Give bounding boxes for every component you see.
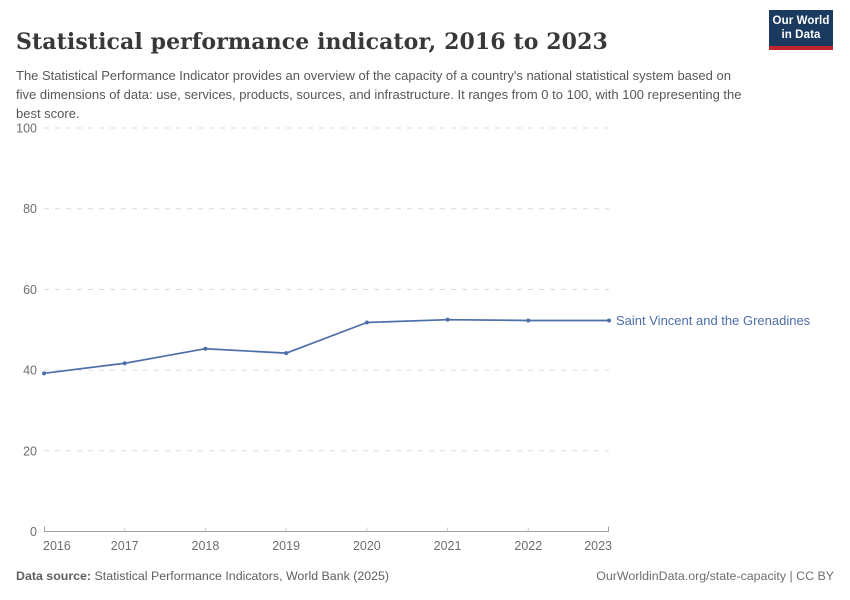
x-tick-label: 2019	[272, 539, 300, 553]
owid-logo-line1: Our World	[772, 15, 830, 27]
credit-link[interactable]: OurWorldinData.org/state-capacity | CC B…	[596, 569, 834, 583]
data-point[interactable]	[203, 346, 208, 351]
data-point[interactable]	[607, 318, 611, 323]
data-point[interactable]	[526, 318, 531, 323]
data-point[interactable]	[284, 351, 289, 356]
owid-logo-line2: in Data	[781, 28, 821, 41]
x-tick-label: 2022	[514, 539, 542, 553]
y-tick-label: 60	[23, 283, 37, 297]
y-tick-label: 100	[16, 122, 37, 136]
data-point[interactable]	[445, 317, 450, 322]
series-label[interactable]: Saint Vincent and the Grenadines	[616, 313, 811, 328]
x-tick-label: 2020	[353, 539, 381, 553]
y-tick-label: 0	[30, 525, 37, 539]
chart-subtitle: The Statistical Performance Indicator pr…	[16, 68, 742, 121]
chart-title: Statistical performance indicator, 2016 …	[16, 28, 608, 55]
data-point[interactable]	[42, 371, 46, 376]
owid-logo[interactable]: Our World in Data	[769, 10, 833, 50]
data-source-text: Statistical Performance Indicators, Worl…	[94, 569, 390, 583]
x-tick-label: 2021	[434, 539, 462, 553]
y-tick-label: 80	[23, 202, 37, 216]
y-tick-label: 40	[23, 364, 37, 378]
data-point[interactable]	[122, 361, 127, 366]
data-source-label: Data source:	[16, 569, 92, 583]
x-tick-label: 2018	[192, 539, 220, 553]
series-line	[43, 318, 609, 375]
x-tick-label: 2017	[111, 539, 139, 553]
data-source: Data source: Statistical Performance Ind…	[16, 569, 389, 584]
x-tick-label: 2023	[584, 539, 612, 553]
data-point[interactable]	[364, 320, 369, 325]
chart-footer: Data source: Statistical Performance Ind…	[16, 569, 834, 584]
y-tick-label: 20	[23, 444, 37, 458]
x-tick-label: 2016	[43, 539, 71, 553]
